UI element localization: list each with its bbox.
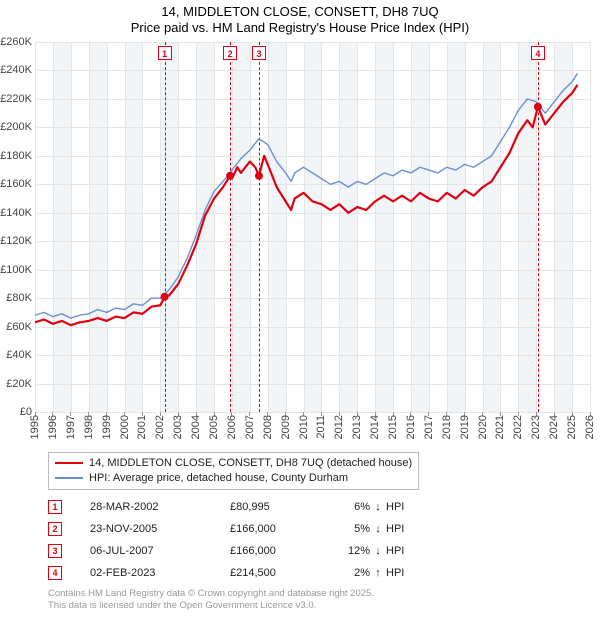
- y-tick-label: £180K: [0, 150, 32, 162]
- sale-dot: [161, 293, 169, 301]
- footer-line2: This data is licensed under the Open Gov…: [48, 600, 374, 612]
- sales-row-marker: 4: [48, 566, 62, 580]
- x-tick-label: 2011: [315, 415, 327, 439]
- y-tick-label: £140K: [0, 207, 32, 219]
- x-tick-label: 2026: [584, 415, 596, 439]
- x-tick-label: 2019: [459, 415, 471, 439]
- sales-row-date: 06-JUL-2007: [90, 545, 230, 557]
- y-tick-label: £40K: [6, 349, 32, 361]
- sales-row-pct: 2%: [330, 567, 370, 579]
- chart-lines: [35, 42, 590, 412]
- y-tick-label: £220K: [0, 93, 32, 105]
- sales-row-hpi: HPI: [386, 567, 416, 579]
- x-tick-label: 2006: [226, 415, 238, 439]
- x-tick-label: 1997: [65, 415, 77, 439]
- sales-row-pct: 5%: [330, 523, 370, 535]
- sales-row-marker: 1: [48, 500, 62, 514]
- x-tick-label: 2023: [530, 415, 542, 439]
- sales-row-marker: 3: [48, 544, 62, 558]
- sales-row-marker: 2: [48, 522, 62, 536]
- x-tick-label: 2014: [369, 415, 381, 439]
- legend: 14, MIDDLETON CLOSE, CONSETT, DH8 7UQ (d…: [48, 452, 419, 490]
- y-tick-label: £100K: [0, 264, 32, 276]
- x-tick-label: 2000: [119, 415, 131, 439]
- sale-dot: [226, 172, 234, 180]
- sales-row-date: 23-NOV-2005: [90, 523, 230, 535]
- sale-dot: [255, 172, 263, 180]
- sales-row-price: £80,995: [230, 501, 330, 513]
- x-tick-label: 1996: [47, 415, 59, 439]
- page-title: 14, MIDDLETON CLOSE, CONSETT, DH8 7UQ: [0, 4, 600, 20]
- x-tick-label: 2021: [494, 415, 506, 439]
- sales-table: 128-MAR-2002£80,9956%↓HPI223-NOV-2005£16…: [48, 496, 416, 584]
- legend-label-price-paid: 14, MIDDLETON CLOSE, CONSETT, DH8 7UQ (d…: [89, 456, 412, 471]
- sales-row-date: 02-FEB-2023: [90, 567, 230, 579]
- x-tick-label: 2017: [423, 415, 435, 439]
- x-tick-label: 1998: [83, 415, 95, 439]
- x-tick-label: 2012: [333, 415, 345, 439]
- x-tick-label: 2009: [280, 415, 292, 439]
- sales-row: 2 23-NOV-2005£166,0005%↓HPI: [48, 518, 416, 540]
- y-tick-label: £80K: [6, 292, 32, 304]
- sales-row-date: 28-MAR-2002: [90, 501, 230, 513]
- sales-row-price: £166,000: [230, 523, 330, 535]
- x-tick-label: 1999: [101, 415, 113, 439]
- legend-label-hpi: HPI: Average price, detached house, Coun…: [89, 471, 348, 486]
- x-tick-label: 2004: [190, 415, 202, 439]
- x-tick-label: 2005: [208, 415, 220, 439]
- arrow-icon: ↓: [370, 523, 386, 535]
- sales-row-price: £214,500: [230, 567, 330, 579]
- y-tick-label: £200K: [0, 121, 32, 133]
- legend-row-price-paid: 14, MIDDLETON CLOSE, CONSETT, DH8 7UQ (d…: [55, 456, 412, 471]
- x-axis: 1995199619971998199920002001200220032004…: [35, 412, 590, 452]
- y-tick-label: £260K: [0, 36, 32, 48]
- sales-row-hpi: HPI: [386, 545, 416, 557]
- x-tick-label: 2003: [172, 415, 184, 439]
- legend-row-hpi: HPI: Average price, detached house, Coun…: [55, 471, 412, 486]
- x-tick-label: 2013: [351, 415, 363, 439]
- chart-plot-area: 1234: [35, 42, 590, 412]
- y-tick-label: £60K: [6, 321, 32, 333]
- sales-row-price: £166,000: [230, 545, 330, 557]
- arrow-icon: ↑: [370, 567, 386, 579]
- y-tick-label: £160K: [0, 178, 32, 190]
- x-tick-label: 2022: [512, 415, 524, 439]
- x-tick-label: 2015: [387, 415, 399, 439]
- sales-row-pct: 6%: [330, 501, 370, 513]
- x-tick-label: 2010: [298, 415, 310, 439]
- x-tick-label: 2018: [441, 415, 453, 439]
- gridline-v: [590, 42, 591, 412]
- x-tick-label: 2002: [154, 415, 166, 439]
- sales-row-hpi: HPI: [386, 523, 416, 535]
- x-tick-label: 2024: [548, 415, 560, 439]
- arrow-icon: ↓: [370, 545, 386, 557]
- y-axis: £0£20K£40K£60K£80K£100K£120K£140K£160K£1…: [0, 42, 35, 412]
- sales-row: 1 28-MAR-2002£80,9956%↓HPI: [48, 496, 416, 518]
- series-price_paid: [35, 85, 577, 326]
- x-tick-label: 2025: [566, 415, 578, 439]
- page-subtitle: Price paid vs. HM Land Registry's House …: [0, 20, 600, 36]
- x-tick-label: 2020: [477, 415, 489, 439]
- y-tick-label: £240K: [0, 64, 32, 76]
- sales-row-hpi: HPI: [386, 501, 416, 513]
- x-tick-label: 2007: [244, 415, 256, 439]
- x-tick-label: 2016: [405, 415, 417, 439]
- x-tick-label: 2008: [262, 415, 274, 439]
- sale-dot: [534, 103, 542, 111]
- arrow-icon: ↓: [370, 501, 386, 513]
- sales-row: 4 02-FEB-2023£214,5002%↑HPI: [48, 562, 416, 584]
- sales-row-pct: 12%: [330, 545, 370, 557]
- y-tick-label: £120K: [0, 235, 32, 247]
- legend-swatch-price-paid: [55, 462, 83, 464]
- footer-line1: Contains HM Land Registry data © Crown c…: [48, 588, 374, 600]
- sales-row: 3 06-JUL-2007£166,00012%↓HPI: [48, 540, 416, 562]
- footer-attribution: Contains HM Land Registry data © Crown c…: [48, 588, 374, 612]
- x-tick-label: 1995: [29, 415, 41, 439]
- x-tick-label: 2001: [136, 415, 148, 439]
- y-tick-label: £20K: [6, 378, 32, 390]
- legend-swatch-hpi: [55, 477, 83, 479]
